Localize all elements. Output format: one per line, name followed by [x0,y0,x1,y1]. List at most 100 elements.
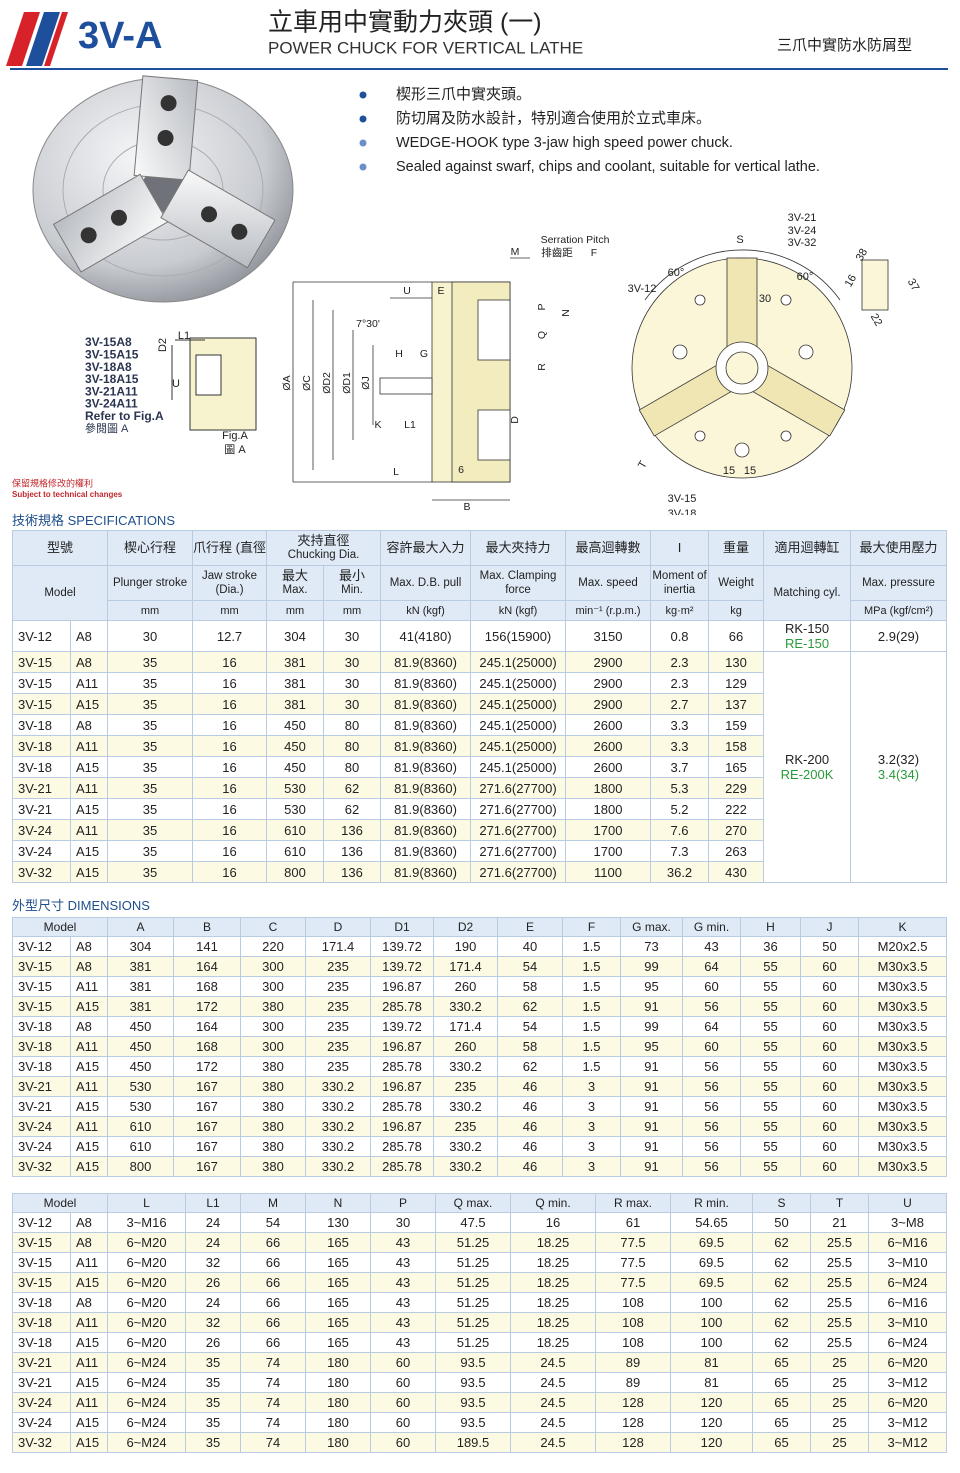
dimension-cell: 62 [497,1056,563,1077]
dimension-cell: 40 [497,936,563,957]
label: Plunger stroke [112,577,188,589]
element [780,294,792,306]
header-cell: Model [11,565,109,621]
dimension-cell: 62 [752,1252,811,1273]
model-cell: 3V-15 [12,956,71,977]
dimension-cell: M30x3.5 [858,1116,947,1137]
section-label: ØC [301,375,313,391]
spec-cell: 62 [323,777,382,799]
dimension-row: 3V-24 A11 610 167 380 330.2 196.87 235 46 3 91 56 55… [12,1116,947,1137]
spec-cell: 81.9(8360) [380,693,472,715]
dimension-cell: 6~M20 [107,1292,186,1313]
element [734,442,750,458]
spec-cell: 7.3 [650,840,710,862]
dimension-cell: 60 [800,956,859,977]
dimension-cell: 24.5 [510,1392,596,1413]
dimension-cell: 120 [670,1432,753,1453]
spec-cell: 16 [192,819,268,841]
dimension-cell: A15 [70,1136,108,1157]
dimension-cell: 66 [240,1272,306,1293]
dimension-cell: 55 [740,1056,801,1077]
column-header: D [305,917,371,937]
dimension-row: 3V-15 A8 381 164 300 235 139.72 171.4 54 1.5 99 64 5… [12,956,947,977]
dimension-cell: M30x3.5 [858,1096,947,1117]
dimension-cell: A8 [70,1212,108,1233]
spec-cell: 2600 [565,714,652,736]
section-drawing [292,257,530,501]
section-label: D [509,416,521,424]
spec-cell: A11 [69,819,109,841]
dimension-cell: 91 [620,1056,683,1077]
dimension-cell: 93.5 [435,1392,511,1413]
dimension-cell: 60 [800,1056,859,1077]
dimension-cell: 54 [497,956,563,977]
bullet-text: WEDGE-HOOK type 3-jaw high speed power c… [396,135,733,151]
dimension-cell: 32 [185,1252,241,1273]
dimension-cell: 380 [240,1056,306,1077]
front-label: 15 [723,465,735,477]
model-cell: 3V-15 [12,672,71,694]
spec-cell: 81.9(8360) [380,756,472,778]
spec-cell: 130 [708,651,765,673]
dimension-cell: 56 [682,1096,741,1117]
column-header: G max. [620,917,683,937]
section-label: P [536,303,548,310]
label: mm [140,604,160,617]
header-cell: Plunger stroke [107,565,194,601]
spec-cell: 35 [107,714,194,736]
dimension-cell: 24 [185,1292,241,1313]
spec-cell: 245.1(25000) [470,672,567,694]
column-header: F [562,917,621,937]
spec-cell: 3.7 [650,756,710,778]
dimension-cell: 25 [810,1392,869,1413]
element [201,206,218,223]
dimension-cell: 25.5 [810,1272,869,1293]
dimension-cell: 58 [497,976,563,997]
dimension-cell: 91 [620,1136,683,1157]
section-label: B [463,501,470,513]
front-label: T [636,459,650,471]
dimension-cell: 77.5 [595,1272,671,1293]
dimension-cell: 285.78 [370,1056,434,1077]
element [672,294,814,458]
dimension-cell: 74 [240,1432,306,1453]
dimension-cell: 99 [620,956,683,977]
dimension-cell: 55 [740,1116,801,1137]
max-pressure: 3.4(34) [877,767,920,782]
logo-text: 3V-A [78,15,162,57]
fig-a-drawing [171,337,257,431]
matching-cyl: RK-200 [784,752,830,767]
spec-cell: 450 [266,714,325,736]
spec-cell: 62 [323,798,382,820]
spec-cell: 304 [266,620,325,652]
dimension-row: 3V-15 A11 6~M20 32 66 165 43 51.25 18.25 77.5 69.5… [12,1252,947,1273]
model-cell: 3V-24 [12,1412,71,1433]
dimension-cell: 35 [185,1392,241,1413]
dimension-cell: 66 [240,1292,306,1313]
dimension-cell: 189.5 [435,1432,511,1453]
column-header: R min. [670,1193,753,1213]
dimension-cell: 46 [497,1076,563,1097]
dimension-cell: 62 [752,1312,811,1333]
dimension-cell: M30x3.5 [858,1056,947,1077]
model-cell: 3V-18 [12,1016,71,1037]
dimension-cell: 56 [682,1156,741,1177]
label: 最高迴轉數 [575,540,641,555]
max-pressure: 2.9(29) [877,628,920,644]
front-label: 37 [905,277,922,294]
element [6,12,40,66]
chuck-photo [32,75,294,303]
model-cell: 3V-15 [12,693,71,715]
header-cell: 容許最大入力 [380,530,472,566]
dimension-cell: 330.2 [433,996,498,1017]
fig-a-model: 3V-15A8 [85,335,132,349]
column-header: Q max. [435,1193,511,1213]
dimension-cell: 381 [107,996,174,1017]
dimension-cell: 1.5 [562,1016,621,1037]
dimension-cell: 18.25 [510,1252,596,1273]
element [861,259,889,311]
header-cell: Max. speed [565,565,652,601]
header-cell: 型號 [11,530,109,566]
dimension-cell: 24.5 [510,1412,596,1433]
